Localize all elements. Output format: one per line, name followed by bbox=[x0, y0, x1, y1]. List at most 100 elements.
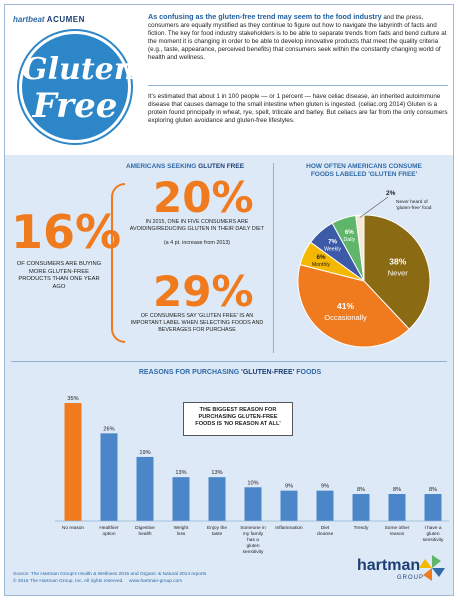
intro-divider bbox=[148, 85, 448, 86]
bar-category-label: loss bbox=[177, 531, 186, 537]
pie-slice-never-heard-of-gluten-free-food bbox=[355, 214, 365, 282]
logo-line-1: Gluten bbox=[22, 52, 136, 87]
gluten-free-logo: Gluten Free bbox=[19, 31, 136, 143]
stat-brace bbox=[111, 183, 125, 343]
bar-category-label: Inflammation bbox=[275, 525, 303, 531]
bar-category-label: taste bbox=[212, 531, 223, 537]
source-line-2: © 2015 The Hartman Group, Inc. All right… bbox=[13, 578, 124, 584]
bar-category-label: sensitivity bbox=[243, 549, 264, 555]
bar-value-label: 8% bbox=[357, 487, 365, 493]
bars-title-highlight: 'GLUTEN-FREE' bbox=[241, 369, 295, 376]
intro-body: and the press, consumers are equally mys… bbox=[148, 14, 447, 61]
stat-16-text: OF CONSUMERS ARE BUYING MORE GLUTEN-FREE… bbox=[16, 261, 102, 290]
bar-category-label: health bbox=[138, 531, 151, 537]
hartman-logo-word: hartman bbox=[357, 557, 421, 574]
pie-value-weekly: 7% bbox=[328, 238, 337, 245]
bars-title: REASONS FOR PURCHASING 'GLUTEN-FREE' FOO… bbox=[65, 369, 395, 376]
pie-value-daily: 6% bbox=[345, 229, 354, 236]
infographic-page: hartbeat ACUMEN Gluten Free As confusing… bbox=[4, 4, 454, 596]
pie-title: HOW OFTEN AMERICANS CONSUME FOODS LABELE… bbox=[277, 163, 451, 179]
bar-category-label: my family bbox=[243, 531, 264, 537]
pie-title-line-1: HOW OFTEN AMERICANS CONSUME bbox=[306, 163, 422, 170]
pie-slice-occasionally bbox=[297, 263, 410, 348]
pie-label-weekly: Weekly bbox=[324, 246, 341, 252]
pie-label-never-heard-line: 'gluten-free' food bbox=[396, 205, 432, 211]
bar-someone-in-my-family-has-a-gluten-sensitivity bbox=[244, 487, 262, 521]
bar-inflammation bbox=[280, 490, 298, 521]
stat-20-text: IN 2015, ONE IN FIVE CONSUMERS ARE AVOID… bbox=[129, 219, 265, 232]
bar-category-label: Someone in bbox=[240, 525, 266, 531]
bar-trendy bbox=[352, 494, 370, 521]
source-note: Source: The Hartman Group's Health & Wel… bbox=[13, 572, 206, 585]
section-divider-horizontal bbox=[11, 361, 447, 362]
source-line-1: Source: The Hartman Group's Health & Wel… bbox=[13, 572, 207, 577]
bar-value-label: 26% bbox=[103, 426, 114, 432]
bar-digestive-health bbox=[136, 456, 154, 521]
pinwheel-icon bbox=[419, 555, 445, 581]
section-divider-vertical bbox=[273, 163, 274, 353]
bar-i-have-a-gluten-sensitivity bbox=[424, 494, 442, 521]
bar-category-label: option bbox=[102, 531, 115, 537]
bar-category-label: cleanse bbox=[317, 531, 334, 537]
source-url: www.hartman-group.com bbox=[128, 578, 183, 584]
brand-hartbeat: hartbeat bbox=[13, 15, 45, 24]
pie-label-monthly: Monthly bbox=[312, 262, 331, 268]
bar-value-label: 13% bbox=[175, 470, 186, 476]
pie-label-occasionally: Occasionally bbox=[324, 313, 367, 322]
bar-category-label: Healthier bbox=[99, 525, 119, 531]
pie-value-never-heard-of-gluten-free-food: 2% bbox=[386, 190, 396, 197]
pie-value-monthly: 6% bbox=[317, 254, 326, 261]
pie-slice-never bbox=[363, 214, 431, 330]
bar-value-label: 8% bbox=[429, 487, 437, 493]
bar-value-label: 9% bbox=[321, 484, 329, 490]
pie-label-never-heard-line: Never heard of bbox=[396, 199, 428, 205]
bar-category-label: Diet bbox=[321, 525, 330, 531]
bar-category-label: Weight bbox=[174, 525, 190, 531]
brand-logo: hartbeat ACUMEN bbox=[13, 15, 85, 24]
bars-title-prefix: REASONS FOR PURCHASING bbox=[138, 369, 242, 376]
logo-line-2: Free bbox=[32, 86, 118, 126]
bar-value-label: 35% bbox=[67, 396, 78, 402]
bar-category-label: sensitivity bbox=[423, 537, 444, 543]
bar-category-label: reason bbox=[390, 531, 405, 537]
bar-value-label: 19% bbox=[139, 450, 150, 456]
bar-category-label: gluten bbox=[426, 531, 439, 537]
americans-title-prefix: AMERICANS SEEKING bbox=[125, 163, 199, 170]
americans-title: AMERICANS SEEKING GLUTEN FREE bbox=[105, 163, 265, 170]
bar-value-label: 10% bbox=[247, 480, 258, 486]
stat-29-value: 29% bbox=[153, 267, 254, 316]
bar-category-label: Enjoy the bbox=[207, 525, 227, 531]
bars-title-suffix: FOODS bbox=[294, 369, 322, 376]
brand-acumen: ACUMEN bbox=[46, 15, 85, 24]
bar-category-label: No reason bbox=[62, 525, 84, 531]
header-panel: hartbeat ACUMEN Gluten Free As confusing… bbox=[5, 5, 453, 155]
celiac-paragraph: It's estimated that about 1 in 100 peopl… bbox=[148, 93, 448, 124]
bar-value-label: 9% bbox=[285, 484, 293, 490]
hartman-logo-sub: GROUP bbox=[397, 575, 425, 581]
pie-value-occasionally: 41% bbox=[337, 301, 354, 311]
bar-healthier-option bbox=[100, 433, 118, 521]
intro-paragraph: As confusing as the gluten-free trend ma… bbox=[148, 13, 448, 62]
bar-value-label: 13% bbox=[211, 470, 222, 476]
bar-category-label: Some other bbox=[385, 525, 410, 531]
bar-enjoy-the-taste bbox=[208, 477, 226, 521]
stat-20-note: (a 4 pt. increase from 2013) bbox=[163, 240, 231, 246]
americans-title-highlight: GLUTEN FREE bbox=[198, 163, 245, 170]
stat-29-text: OF CONSUMERS SAY 'GLUTEN FREE' IS AN IMP… bbox=[130, 313, 264, 333]
bar-category-label: gluten bbox=[246, 543, 259, 549]
pie-label-never: Never bbox=[388, 269, 409, 278]
biggest-reason-callout: THE BIGGEST REASON FOR PURCHASING GLUTEN… bbox=[183, 402, 293, 436]
pie-title-line-2: FOODS LABELED 'GLUTEN FREE' bbox=[310, 171, 418, 178]
intro-lead: As confusing as the gluten-free trend ma… bbox=[148, 12, 382, 21]
bar-category-label: Digestive bbox=[135, 525, 155, 531]
bar-diet-cleanse bbox=[316, 490, 334, 521]
bar-some-other-reason bbox=[388, 494, 406, 521]
stat-20-value: 20% bbox=[153, 173, 254, 222]
bar-value-label: 8% bbox=[393, 487, 401, 493]
bar-category-label: I have a bbox=[424, 525, 441, 531]
bar-weight-loss bbox=[172, 477, 190, 521]
bar-category-label: Trendy bbox=[354, 525, 369, 531]
bar-category-label: has a bbox=[247, 537, 259, 543]
bar-no-reason bbox=[64, 403, 82, 521]
